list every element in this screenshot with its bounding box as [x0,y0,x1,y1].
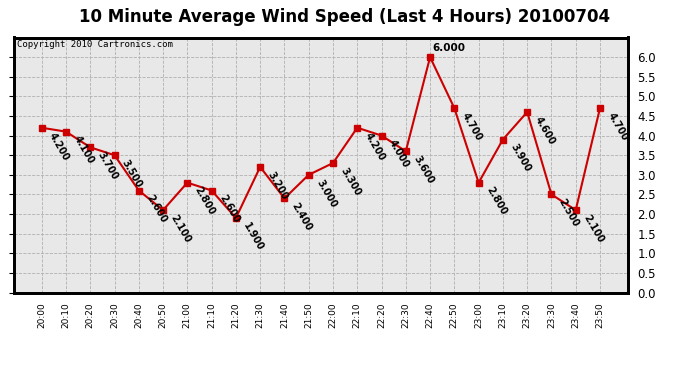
Text: 3.200: 3.200 [266,170,290,201]
Text: 3.500: 3.500 [120,158,144,190]
Text: 1.900: 1.900 [241,221,266,252]
Text: 4.700: 4.700 [606,111,629,142]
Text: 2.800: 2.800 [484,185,509,217]
Text: 2.800: 2.800 [193,185,217,217]
Text: 3.900: 3.900 [509,142,533,174]
Text: 4.100: 4.100 [72,134,96,166]
Text: 2.500: 2.500 [557,197,581,229]
Text: 4.200: 4.200 [48,130,71,162]
Text: 6.000: 6.000 [433,43,466,53]
Text: 2.100: 2.100 [581,213,605,244]
Text: 2.400: 2.400 [290,201,314,233]
Text: 3.300: 3.300 [339,166,362,198]
Text: 2.600: 2.600 [144,193,168,225]
Text: 2.600: 2.600 [217,193,241,225]
Text: 3.600: 3.600 [411,154,435,186]
Text: Copyright 2010 Cartronics.com: Copyright 2010 Cartronics.com [17,40,172,49]
Text: 4.000: 4.000 [387,138,411,170]
Text: 3.000: 3.000 [314,178,338,209]
Text: 3.700: 3.700 [96,150,120,182]
Text: 4.700: 4.700 [460,111,484,142]
Text: 4.200: 4.200 [363,130,387,162]
Text: 10 Minute Average Wind Speed (Last 4 Hours) 20100704: 10 Minute Average Wind Speed (Last 4 Hou… [79,8,611,26]
Text: 2.100: 2.100 [168,213,193,244]
Text: 4.600: 4.600 [533,115,557,147]
